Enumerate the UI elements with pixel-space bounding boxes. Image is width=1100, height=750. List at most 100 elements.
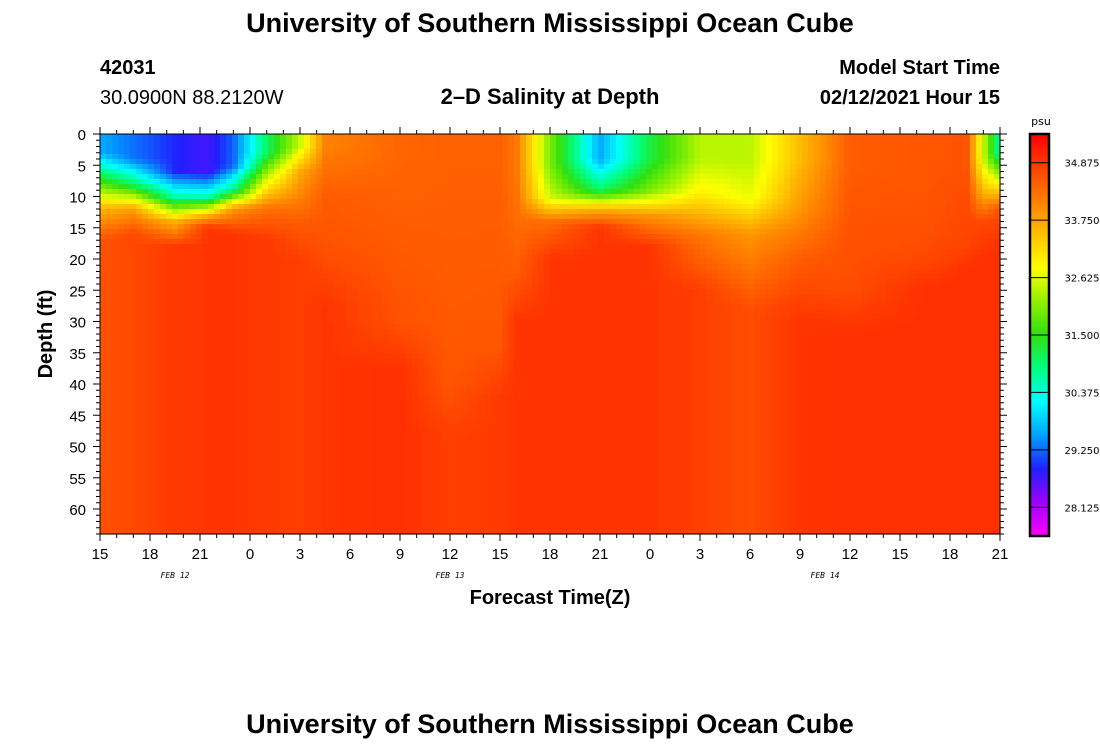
- heatmap-cell: [796, 224, 803, 230]
- heatmap-cell: [160, 134, 167, 140]
- heatmap-cell: [664, 259, 671, 265]
- heatmap-cell: [688, 219, 695, 225]
- heatmap-cell: [334, 149, 341, 155]
- heatmap-cell: [298, 164, 305, 170]
- heatmap-cell: [940, 154, 947, 160]
- heatmap-cell: [682, 214, 689, 220]
- heatmap-cell: [160, 179, 167, 185]
- heatmap-cell: [310, 219, 317, 225]
- heatmap-cell: [478, 249, 485, 255]
- heatmap-cell: [232, 194, 239, 200]
- heatmap-cell: [646, 134, 653, 140]
- heatmap-cell: [232, 144, 239, 150]
- heatmap-cell: [742, 199, 749, 205]
- heatmap-cell: [430, 169, 437, 175]
- heatmap-cell: [466, 264, 473, 270]
- heatmap-cell: [712, 184, 719, 190]
- heatmap-cell: [778, 229, 785, 235]
- heatmap-cell: [130, 184, 137, 190]
- heatmap-cell: [220, 299, 227, 305]
- heatmap-cell: [742, 179, 749, 185]
- heatmap-cell: [262, 164, 269, 170]
- heatmap-cell: [328, 234, 335, 240]
- heatmap-cell: [442, 209, 449, 215]
- heatmap-cell: [742, 234, 749, 240]
- heatmap-cell: [538, 284, 545, 290]
- heatmap-cell: [748, 219, 755, 225]
- heatmap-cell: [526, 284, 533, 290]
- heatmap-cell: [994, 254, 1001, 260]
- heatmap-cell: [976, 269, 983, 275]
- heatmap-cell: [706, 284, 713, 290]
- heatmap-cell: [652, 204, 659, 210]
- heatmap-cell: [286, 184, 293, 190]
- heatmap-cell: [940, 189, 947, 195]
- heatmap-cell: [748, 224, 755, 230]
- heatmap-cell: [964, 234, 971, 240]
- heatmap-cell: [478, 194, 485, 200]
- heatmap-cell: [262, 239, 269, 245]
- heatmap-cell: [520, 154, 527, 160]
- heatmap-cell: [334, 284, 341, 290]
- heatmap-cell: [226, 169, 233, 175]
- heatmap-cell: [514, 219, 521, 225]
- heatmap-cell: [304, 254, 311, 260]
- heatmap-cell: [694, 194, 701, 200]
- heatmap-cell: [304, 234, 311, 240]
- heatmap-cell: [910, 179, 917, 185]
- heatmap-cell: [316, 234, 323, 240]
- heatmap-cell: [778, 219, 785, 225]
- heatmap-cell: [622, 184, 629, 190]
- heatmap-cell: [100, 184, 107, 190]
- heatmap-cell: [304, 189, 311, 195]
- heatmap-cell: [556, 289, 563, 295]
- heatmap-cell: [388, 234, 395, 240]
- heatmap-cell: [766, 184, 773, 190]
- heatmap-cell: [628, 169, 635, 175]
- heatmap-cell: [298, 234, 305, 240]
- heatmap-cell: [250, 289, 257, 295]
- heatmap-cell: [358, 239, 365, 245]
- heatmap-cell: [304, 204, 311, 210]
- heatmap-cell: [892, 179, 899, 185]
- heatmap-cell: [550, 284, 557, 290]
- heatmap-cell: [874, 189, 881, 195]
- heatmap-cell: [670, 194, 677, 200]
- heatmap-cell: [766, 169, 773, 175]
- heatmap-cell: [970, 189, 977, 195]
- heatmap-cell: [694, 149, 701, 155]
- heatmap-cell: [808, 159, 815, 165]
- heatmap-cell: [448, 224, 455, 230]
- heatmap-cell: [928, 294, 935, 300]
- heatmap-cell: [364, 219, 371, 225]
- heatmap-cell: [556, 189, 563, 195]
- heatmap-cell: [592, 134, 599, 140]
- heatmap-cell: [370, 179, 377, 185]
- heatmap-cell: [586, 284, 593, 290]
- heatmap-cell: [670, 164, 677, 170]
- heatmap-cell: [928, 204, 935, 210]
- heatmap-cell: [316, 244, 323, 250]
- heatmap-cell: [166, 149, 173, 155]
- heatmap-cell: [592, 254, 599, 260]
- heatmap-cell: [178, 274, 185, 280]
- heatmap-cell: [898, 209, 905, 215]
- heatmap-cell: [148, 159, 155, 165]
- heatmap-cell: [316, 269, 323, 275]
- heatmap-cell: [664, 289, 671, 295]
- heatmap-cell: [724, 244, 731, 250]
- heatmap-cell: [454, 139, 461, 145]
- heatmap-cell: [190, 229, 197, 235]
- heatmap-cell: [904, 259, 911, 265]
- heatmap-cell: [658, 219, 665, 225]
- heatmap-cell: [910, 254, 917, 260]
- heatmap-cell: [790, 244, 797, 250]
- heatmap-cell: [292, 164, 299, 170]
- heatmap-cell: [670, 179, 677, 185]
- heatmap-cell: [430, 174, 437, 180]
- heatmap-cell: [538, 214, 545, 220]
- heatmap-cell: [154, 184, 161, 190]
- heatmap-cell: [790, 144, 797, 150]
- heatmap-cell: [712, 169, 719, 175]
- heatmap-cell: [250, 254, 257, 260]
